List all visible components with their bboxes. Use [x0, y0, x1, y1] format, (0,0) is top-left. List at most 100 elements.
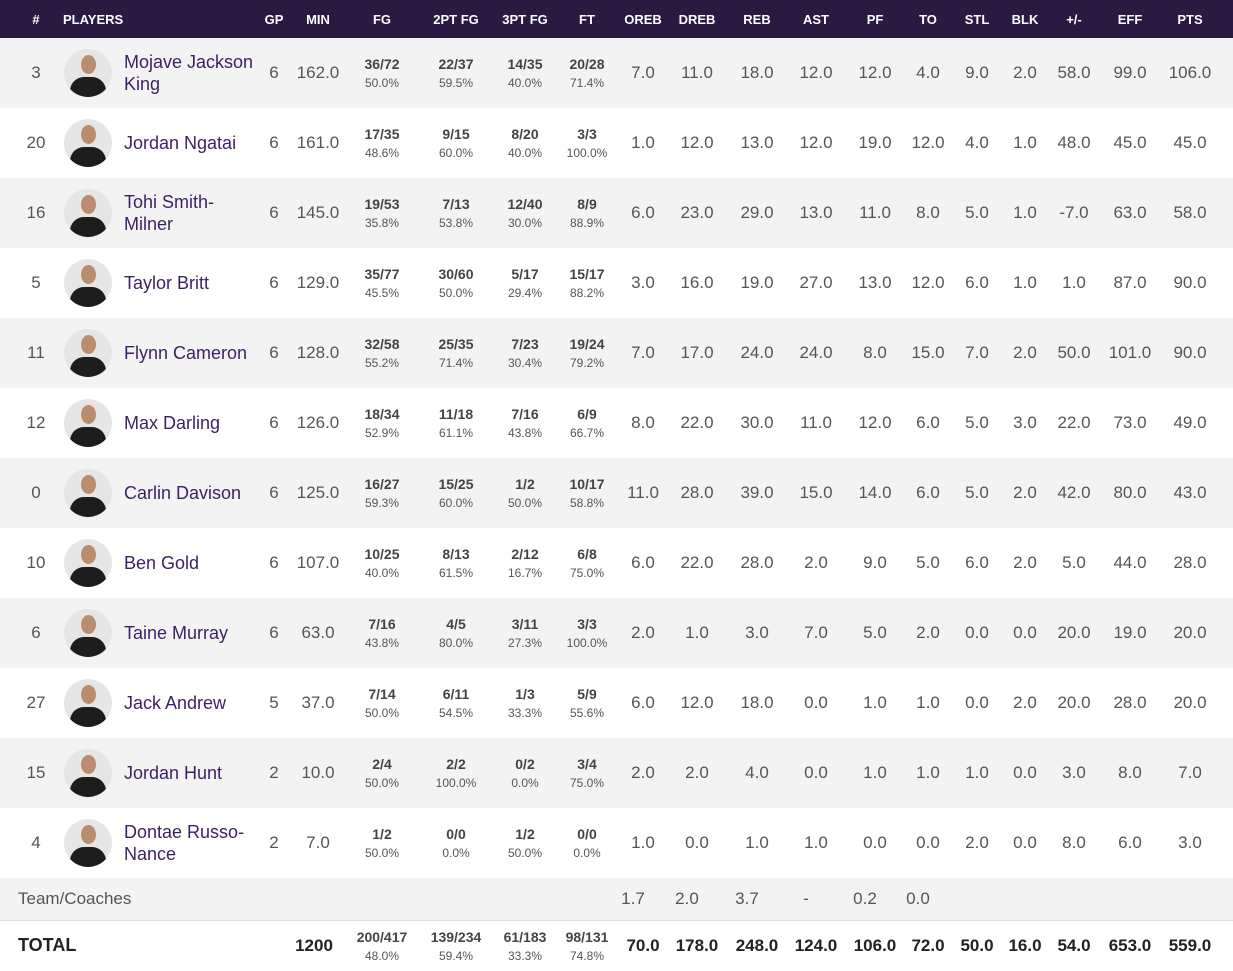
total-stat: 54.0: [1057, 935, 1091, 955]
cell: 20.0: [1044, 598, 1104, 668]
made-attempted: 3/3: [577, 616, 597, 632]
cell: 0.0: [667, 808, 727, 878]
minutes: 145.0: [296, 203, 340, 222]
cell: 72.0: [898, 920, 958, 971]
cell: 20: [16, 108, 56, 178]
avatar: [64, 609, 112, 657]
cell: 7/16 43.8%: [487, 388, 563, 458]
cell: 24.0: [786, 318, 846, 388]
avatar-body: [70, 497, 106, 517]
cell: 5.0: [1044, 528, 1104, 598]
cell: AST: [786, 0, 846, 38]
cell: 2.0: [786, 528, 846, 598]
cell: TO: [898, 0, 958, 38]
cell: 7.0: [613, 318, 673, 388]
made-attempted: 10/17: [569, 476, 605, 492]
stat: 8.0: [916, 203, 940, 222]
stat: 49.0: [1173, 413, 1207, 432]
cell: 35/77 45.5%: [344, 248, 420, 318]
avatar-head: [81, 125, 96, 144]
header-label: 2PT FG: [433, 11, 479, 27]
jersey-number: 16: [26, 203, 46, 222]
cell: 5.0: [898, 528, 958, 598]
header-bar: [0, 0, 1233, 38]
avatar: [64, 189, 112, 237]
cell: 6: [254, 178, 294, 248]
cell: 22.0: [1044, 388, 1104, 458]
made-attempted: 1/2: [515, 476, 535, 492]
stat: 12.0: [799, 63, 833, 82]
player-name: Carlin Davison: [124, 458, 259, 528]
minutes: 128.0: [296, 343, 340, 362]
cell: 28.0: [1160, 528, 1220, 598]
made-attempted: 3/4: [577, 756, 597, 772]
stat: 42.0: [1057, 483, 1091, 502]
made-attempted: 61/183: [503, 928, 547, 945]
stat: 2.0: [1013, 343, 1037, 362]
cell: 1.0: [727, 808, 787, 878]
cell: 4/5 80.0%: [418, 598, 494, 668]
made-attempted: 19/24: [569, 336, 605, 352]
stat: 28.0: [680, 483, 714, 502]
made-attempted: 139/234: [430, 928, 482, 945]
cell: 3.0: [727, 598, 787, 668]
made-attempted: 8/20: [511, 126, 539, 142]
cell: 1.0: [786, 808, 846, 878]
stat: 45.0: [1113, 133, 1147, 152]
jersey-number: 20: [26, 133, 46, 152]
cell: 63.0: [1100, 178, 1160, 248]
made-attempted: 20/28: [569, 56, 605, 72]
cell: 12.0: [845, 388, 905, 458]
player-row: [0, 248, 1233, 318]
made-attempted: 7/23: [511, 336, 539, 352]
cell: 4.0: [898, 38, 958, 108]
made-attempted: 9/15: [442, 126, 470, 142]
made-attempted: 4/5: [446, 616, 466, 632]
stat: 1.0: [916, 693, 940, 712]
cell: 6: [254, 318, 294, 388]
cell: 7.0: [786, 598, 846, 668]
made-attempted: 16/27: [364, 476, 400, 492]
made-attempted: 2/2: [446, 756, 466, 772]
made-attempted: 22/37: [438, 56, 474, 72]
cell: 4: [16, 808, 56, 878]
stat: 22.0: [680, 413, 714, 432]
cell: 90.0: [1160, 318, 1220, 388]
made-attempted: 32/58: [364, 336, 400, 352]
stat: 20.0: [1057, 623, 1091, 642]
cell: 28.0: [727, 528, 787, 598]
avatar: [64, 399, 112, 447]
cell: 19/24 79.2%: [549, 318, 625, 388]
avatar-head: [81, 55, 96, 74]
stat: 3.0: [745, 623, 769, 642]
cell: 0/2 0.0%: [487, 738, 563, 808]
cell: 19.0: [845, 108, 905, 178]
cell: 12.0: [898, 248, 958, 318]
stat: 18.0: [740, 63, 774, 82]
games: 6: [269, 273, 279, 292]
made-attempted: 12/40: [507, 196, 543, 212]
percentage: 55.6%: [569, 706, 605, 720]
player-name: Max Darling: [124, 388, 259, 458]
cell: 61/183 33.3%: [487, 920, 563, 971]
cell: 7.0: [1160, 738, 1220, 808]
stat: 2.0: [685, 763, 709, 782]
made-attempted: 15/17: [569, 266, 605, 282]
player-name: Mojave Jackson King: [124, 38, 259, 108]
made-attempted: 25/35: [438, 336, 474, 352]
stat: 27.0: [799, 273, 833, 292]
stat: 15.0: [799, 483, 833, 502]
made-attempted: 200/417: [356, 928, 408, 945]
made-attempted: 1/2: [372, 826, 392, 842]
percentage: 40.0%: [507, 76, 543, 90]
stat: 4.0: [916, 63, 940, 82]
cell: 107.0: [288, 528, 348, 598]
cell: 6.0: [613, 668, 673, 738]
stat: 0.0: [1013, 623, 1037, 642]
cell: 98/131 74.8%: [549, 920, 625, 971]
made-attempted: 2/12: [511, 546, 539, 562]
cell: 27: [16, 668, 56, 738]
cell: 63.0: [288, 598, 348, 668]
stat: 14.0: [858, 483, 892, 502]
cell: 124.0: [786, 920, 846, 971]
